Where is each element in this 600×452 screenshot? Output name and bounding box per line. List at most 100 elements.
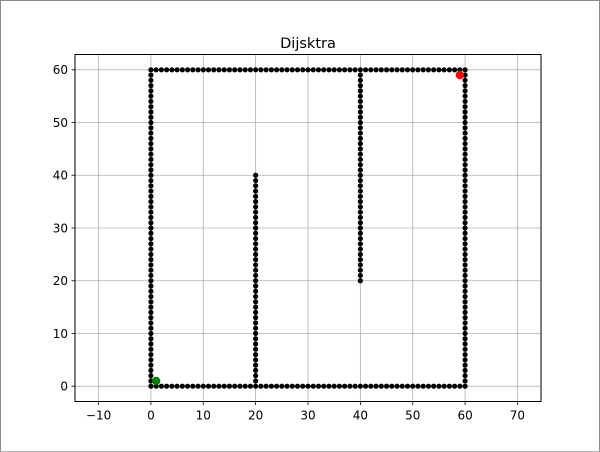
obstacle-point bbox=[190, 67, 196, 73]
obstacle-point bbox=[462, 172, 468, 178]
obstacle-point bbox=[148, 383, 154, 389]
obstacle-point bbox=[232, 383, 238, 389]
obstacle-point bbox=[462, 367, 468, 373]
obstacle-point bbox=[258, 67, 264, 73]
obstacle-point bbox=[216, 383, 222, 389]
obstacle-point bbox=[462, 378, 468, 384]
obstacle-point bbox=[253, 315, 259, 321]
obstacle-point bbox=[253, 193, 259, 199]
obstacle-point bbox=[462, 104, 468, 110]
obstacle-point bbox=[253, 257, 259, 263]
x-axis-ticks: −10 0 10 20 30 40 50 60 70 bbox=[86, 401, 525, 423]
obstacle-point bbox=[184, 67, 191, 73]
y-tick-label: 50 bbox=[53, 116, 68, 130]
obstacle-point bbox=[148, 104, 154, 110]
obstacle-point bbox=[462, 246, 468, 252]
obstacle-point bbox=[357, 209, 363, 215]
obstacle-point bbox=[368, 383, 374, 389]
obstacle-point bbox=[420, 383, 426, 389]
obstacle-point bbox=[305, 67, 311, 73]
obstacle-point bbox=[148, 373, 154, 379]
obstacle-point bbox=[148, 72, 154, 78]
obstacle-point bbox=[226, 383, 233, 389]
obstacle-point bbox=[315, 67, 322, 73]
obstacle-point bbox=[462, 146, 468, 152]
obstacle-point bbox=[462, 83, 468, 89]
obstacle-point bbox=[357, 93, 363, 99]
obstacle-point bbox=[373, 67, 379, 73]
y-axis-ticks: 0 10 20 30 40 50 60 bbox=[53, 63, 75, 394]
obstacle-point bbox=[253, 288, 259, 294]
obstacle-point bbox=[462, 88, 468, 94]
obstacle-point bbox=[394, 383, 400, 389]
obstacle-point bbox=[394, 67, 400, 73]
obstacle-point bbox=[200, 383, 206, 389]
obstacle-point bbox=[357, 135, 363, 141]
obstacle-point bbox=[457, 383, 463, 389]
obstacle-point bbox=[357, 204, 363, 210]
obstacle-point bbox=[462, 251, 468, 257]
obstacle-point bbox=[253, 251, 259, 257]
obstacle-point bbox=[357, 109, 363, 115]
obstacle-point bbox=[284, 383, 290, 389]
obstacle-point bbox=[321, 67, 327, 73]
obstacle-point bbox=[462, 351, 468, 358]
obstacle-point bbox=[148, 83, 154, 89]
obstacle-point bbox=[164, 383, 170, 389]
obstacle-point bbox=[148, 257, 154, 263]
obstacle-point bbox=[462, 162, 468, 168]
obstacle-point bbox=[294, 383, 301, 389]
obstacle-point bbox=[148, 341, 154, 347]
x-tick-label: 0 bbox=[147, 409, 155, 423]
obstacle-point bbox=[310, 383, 316, 389]
obstacle-point bbox=[148, 367, 154, 373]
obstacle-point bbox=[148, 135, 154, 141]
obstacle-point bbox=[253, 67, 259, 73]
obstacle-point bbox=[462, 346, 468, 352]
obstacle-point bbox=[148, 67, 154, 73]
obstacle-point bbox=[462, 67, 468, 73]
obstacle-point bbox=[331, 383, 337, 389]
obstacle-point bbox=[462, 98, 468, 105]
obstacle-point bbox=[253, 188, 259, 194]
obstacle-point bbox=[279, 383, 285, 389]
obstacle-point bbox=[462, 235, 468, 242]
obstacle-point bbox=[462, 151, 468, 157]
obstacle-point bbox=[331, 67, 337, 73]
obstacle-point bbox=[253, 330, 259, 337]
obstacle-point bbox=[462, 262, 468, 268]
obstacle-point bbox=[462, 320, 468, 326]
obstacle-point bbox=[462, 230, 468, 236]
obstacle-point bbox=[253, 299, 259, 305]
obstacle-point bbox=[148, 278, 154, 284]
obstacle-point bbox=[326, 383, 332, 389]
obstacle-point bbox=[321, 383, 327, 389]
obstacle-point bbox=[357, 278, 363, 284]
obstacle-point bbox=[253, 241, 259, 247]
obstacle-point bbox=[190, 383, 196, 389]
obstacle-point bbox=[148, 125, 154, 131]
obstacle-point bbox=[253, 293, 259, 300]
obstacle-point bbox=[378, 67, 384, 73]
obstacle-point bbox=[253, 283, 259, 289]
obstacle-point bbox=[221, 67, 227, 73]
obstacle-point bbox=[148, 172, 154, 178]
obstacle-point bbox=[462, 272, 468, 279]
obstacle-point bbox=[253, 346, 259, 352]
obstacle-point bbox=[205, 67, 212, 73]
obstacle-point bbox=[148, 193, 154, 199]
obstacle-point bbox=[279, 67, 285, 73]
obstacle-point bbox=[357, 77, 363, 83]
obstacle-point bbox=[362, 383, 369, 389]
obstacle-point bbox=[148, 230, 154, 236]
obstacle-point bbox=[148, 283, 154, 289]
obstacle-point bbox=[462, 209, 468, 215]
goal-point bbox=[455, 70, 465, 80]
obstacle-point bbox=[263, 383, 269, 389]
obstacle-point bbox=[462, 214, 468, 221]
obstacle-point bbox=[253, 320, 259, 326]
y-tick-label: 0 bbox=[60, 380, 68, 394]
obstacle-point bbox=[148, 209, 154, 215]
obstacle-point bbox=[148, 130, 154, 136]
obstacle-point bbox=[462, 188, 468, 194]
